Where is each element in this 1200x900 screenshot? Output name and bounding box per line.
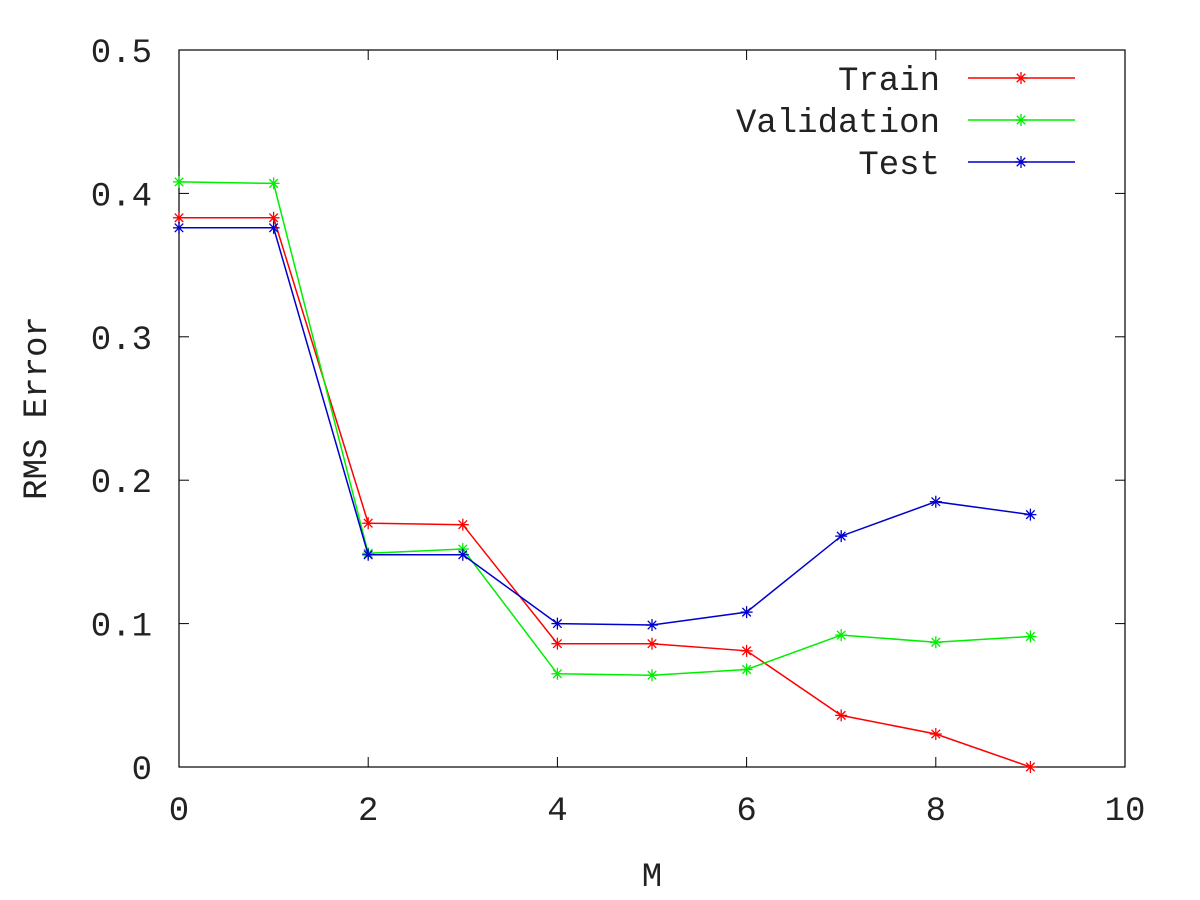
- legend: Train Validation Test: [736, 63, 1075, 185]
- x-tick-label: 4: [547, 793, 567, 831]
- data-point-test: [646, 619, 658, 632]
- data-point-test: [362, 548, 375, 561]
- data-point-train: [646, 637, 658, 650]
- data-point-validation: [835, 629, 848, 642]
- data-point-validation: [1024, 630, 1037, 643]
- data-point-test: [1024, 508, 1037, 521]
- x-tick-label: 8: [926, 793, 946, 831]
- legend-label-validation: Validation: [736, 105, 940, 143]
- series-line-train: [179, 217, 1031, 768]
- x-tick-label: 0: [169, 793, 189, 831]
- data-point-validation: [551, 667, 564, 680]
- data-point-validation: [646, 669, 658, 682]
- data-point-test: [173, 221, 185, 234]
- data-point-train: [267, 211, 280, 224]
- data-point-validation: [173, 175, 185, 188]
- legend-label-train: Train: [838, 63, 940, 101]
- y-tick-label: 0.5: [91, 35, 152, 73]
- legend-marker-test: [1015, 156, 1027, 168]
- legend-marker-train: [1015, 72, 1027, 84]
- x-tick-label: 6: [736, 793, 756, 831]
- data-point-validation: [929, 636, 942, 649]
- legend-marker-validation: [1015, 114, 1027, 126]
- data-point-train: [173, 211, 185, 224]
- data-point-train: [835, 709, 848, 722]
- plot-area-frame: [178, 49, 1126, 768]
- data-point-train: [1024, 761, 1037, 773]
- data-point-train: [456, 518, 469, 531]
- y-axis-ticks: 0 0.1 0.2 0.3 0.4 0.5: [91, 35, 1125, 790]
- data-point-validation: [267, 177, 280, 190]
- data-point-validation: [740, 663, 753, 676]
- data-point-test: [740, 606, 753, 619]
- data-point-train: [740, 644, 753, 657]
- series-line-test: [179, 227, 1031, 626]
- y-tick-label: 0.2: [91, 465, 152, 503]
- x-axis-label: M: [642, 859, 662, 897]
- y-tick-label: 0.3: [91, 322, 152, 360]
- series-line-validation: [178, 181, 1031, 676]
- data-point-train: [929, 728, 942, 741]
- data-point-test: [835, 530, 848, 543]
- series-layer: [173, 175, 1037, 773]
- y-tick-label: 0.1: [91, 609, 152, 647]
- x-tick-label: 10: [1105, 793, 1146, 831]
- y-axis-label: RMS Error: [19, 316, 57, 500]
- data-point-test: [929, 495, 942, 508]
- data-point-test: [551, 617, 564, 630]
- legend-label-test: Test: [858, 147, 940, 185]
- data-point-test: [456, 548, 469, 561]
- data-point-test: [267, 221, 280, 234]
- x-tick-label: 2: [358, 793, 378, 831]
- y-tick-label: 0.4: [91, 178, 152, 216]
- x-axis-ticks: 0 2 4 6 8 10: [169, 50, 1146, 831]
- y-tick-label: 0: [132, 752, 152, 790]
- data-point-train: [551, 637, 564, 650]
- data-point-train: [362, 517, 375, 530]
